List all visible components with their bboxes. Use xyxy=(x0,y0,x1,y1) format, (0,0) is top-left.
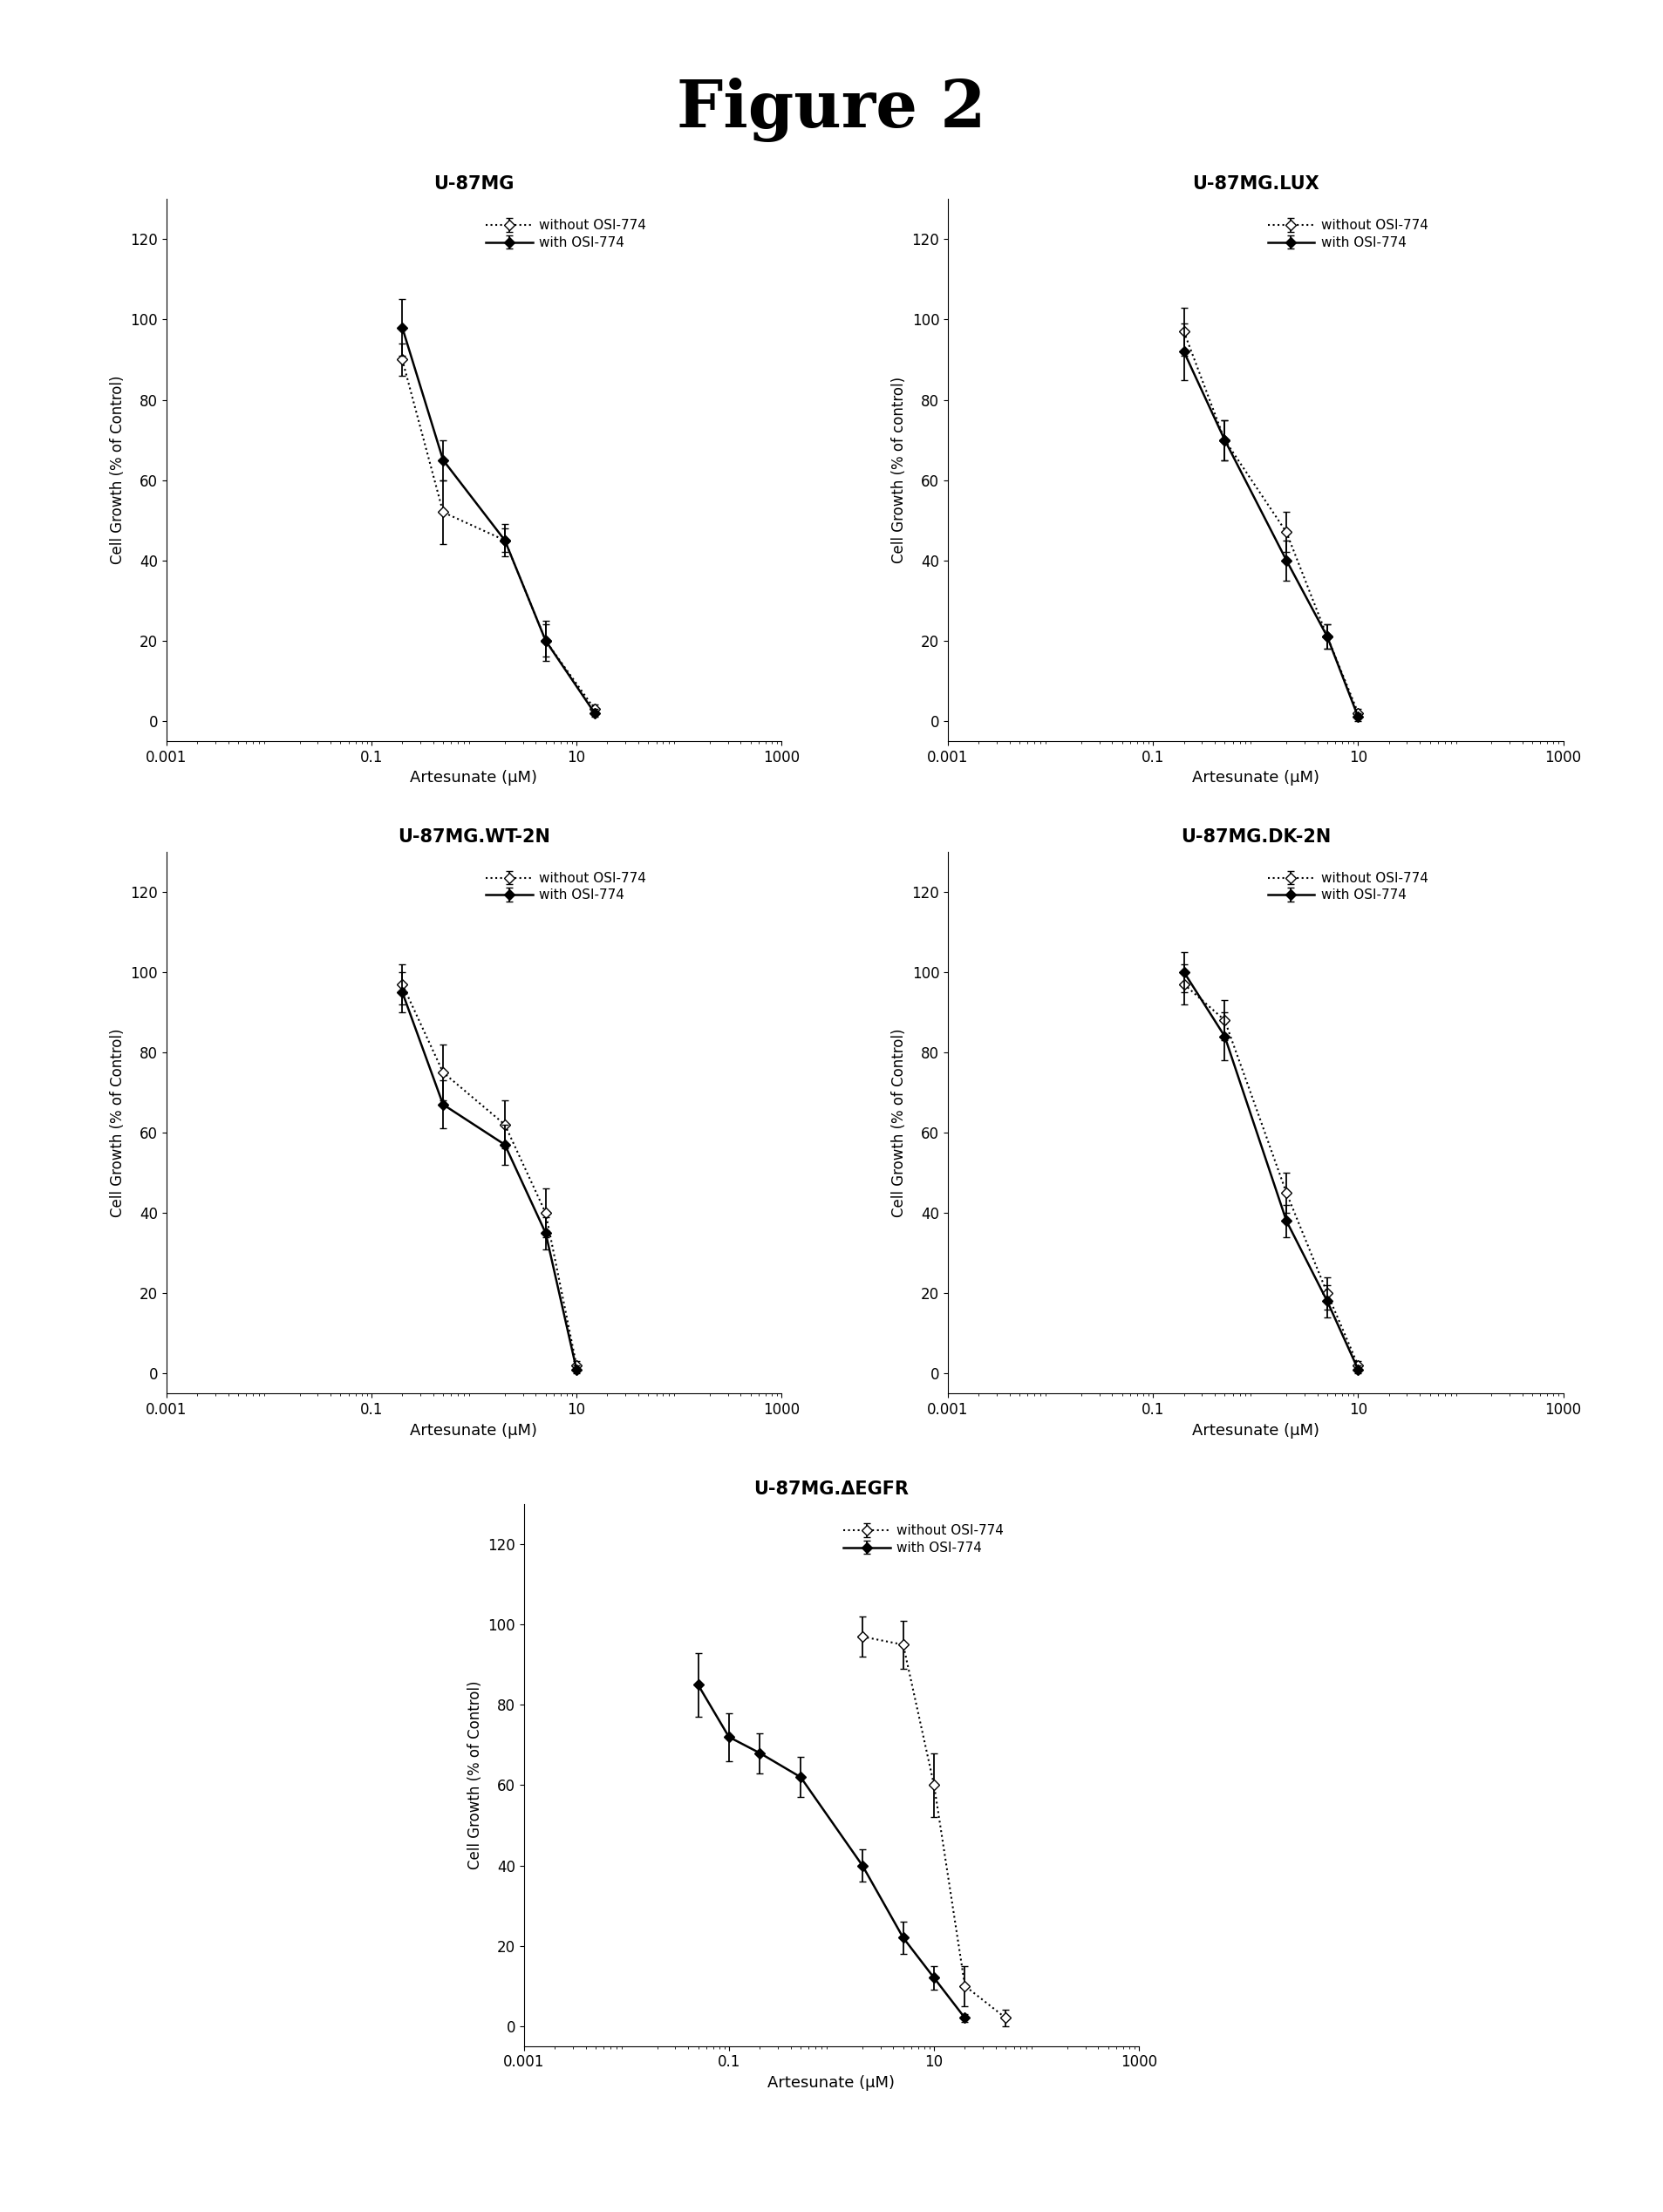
Title: U-87MG.LUX: U-87MG.LUX xyxy=(1192,175,1319,192)
Y-axis label: Cell Growth (% of Control): Cell Growth (% of Control) xyxy=(467,1681,482,1869)
Y-axis label: Cell Growth (% of control): Cell Growth (% of control) xyxy=(891,376,906,564)
Title: U-87MG.WT-2N: U-87MG.WT-2N xyxy=(397,827,550,845)
Title: U-87MG.ΔEGFR: U-87MG.ΔEGFR xyxy=(753,1480,910,1498)
X-axis label: Artesunate (μM): Artesunate (μM) xyxy=(1192,770,1319,785)
X-axis label: Artesunate (μM): Artesunate (μM) xyxy=(411,1422,537,1438)
Legend: without OSI-774, with OSI-774: without OSI-774, with OSI-774 xyxy=(1266,869,1430,905)
Legend: without OSI-774, with OSI-774: without OSI-774, with OSI-774 xyxy=(484,869,649,905)
Legend: without OSI-774, with OSI-774: without OSI-774, with OSI-774 xyxy=(1266,217,1430,252)
Title: U-87MG.DK-2N: U-87MG.DK-2N xyxy=(1181,827,1330,845)
X-axis label: Artesunate (μM): Artesunate (μM) xyxy=(1192,1422,1319,1438)
X-axis label: Artesunate (μM): Artesunate (μM) xyxy=(768,2075,895,2090)
Title: U-87MG: U-87MG xyxy=(434,175,514,192)
X-axis label: Artesunate (μM): Artesunate (μM) xyxy=(411,770,537,785)
Y-axis label: Cell Growth (% of Control): Cell Growth (% of Control) xyxy=(110,376,125,564)
Text: Figure 2: Figure 2 xyxy=(677,77,986,142)
Legend: without OSI-774, with OSI-774: without OSI-774, with OSI-774 xyxy=(484,217,649,252)
Y-axis label: Cell Growth (% of Control): Cell Growth (% of Control) xyxy=(110,1029,125,1217)
Y-axis label: Cell Growth (% of Control): Cell Growth (% of Control) xyxy=(891,1029,906,1217)
Legend: without OSI-774, with OSI-774: without OSI-774, with OSI-774 xyxy=(841,1522,1006,1557)
